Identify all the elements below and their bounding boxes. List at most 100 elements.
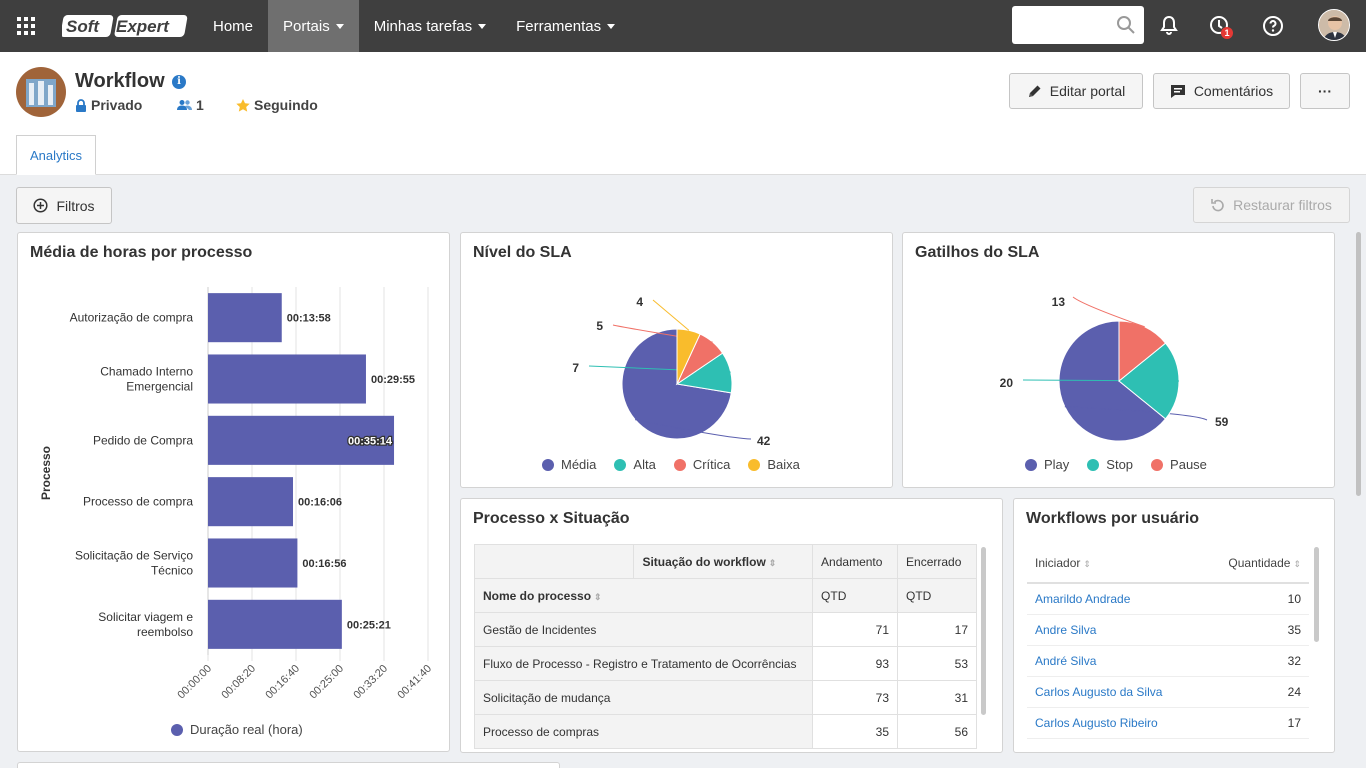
- legend-item[interactable]: Play: [1025, 457, 1069, 472]
- table-row[interactable]: Carlos Augusto da Silva 24: [1027, 676, 1309, 708]
- initiator-link[interactable]: Carlos Augusto da Silva: [1027, 676, 1202, 708]
- table-subheader-row: Nome do processo ⇕ QTD QTD: [473, 578, 977, 613]
- tab-analytics-label: Analytics: [29, 147, 83, 163]
- filters-button[interactable]: Filtros: [16, 187, 112, 224]
- process-name-cell: Solicitação de mudança: [473, 680, 814, 715]
- tab-analytics[interactable]: Analytics: [16, 135, 96, 175]
- table-scrollbar[interactable]: [981, 547, 986, 715]
- bar[interactable]: [208, 477, 294, 527]
- portal-header: Workflow i Privado 1 Seguindo Editar por…: [0, 52, 1366, 175]
- andamento-cell: 93: [812, 646, 899, 681]
- sla-legend: Média Alta Crítica Baixa: [542, 457, 800, 472]
- nav-my-tasks[interactable]: Minhas tarefas: [359, 0, 501, 52]
- search-icon[interactable]: [1116, 15, 1136, 35]
- legend-dot: [614, 458, 627, 471]
- user-workflows-table: Iniciador ⇕ Quantidade ⇕ Amarildo Andrade 1…: [1027, 543, 1309, 739]
- encerrado-cell: 56: [897, 714, 977, 749]
- sort-icon[interactable]: ⇕: [594, 591, 602, 602]
- activity-icon[interactable]: 1: [1208, 14, 1233, 39]
- quantity-cell: 24: [1201, 676, 1309, 708]
- bar[interactable]: [208, 293, 282, 343]
- info-icon[interactable]: i: [172, 75, 186, 89]
- lock-icon: [76, 98, 86, 112]
- legend-item[interactable]: Pause: [1151, 457, 1207, 472]
- legend-item[interactable]: Média: [542, 457, 596, 472]
- sort-icon[interactable]: ⇕: [1293, 558, 1301, 569]
- page-scrollbar[interactable]: [1356, 232, 1361, 496]
- process-name-cell: Fluxo de Processo - Registro e Tratament…: [473, 646, 814, 681]
- bar-value-label: 00:16:56: [302, 558, 346, 570]
- table-scrollbar[interactable]: [1314, 547, 1319, 642]
- initiator-link[interactable]: Carlos Augusto Ribeiro: [1027, 707, 1202, 739]
- sort-icon[interactable]: ⇕: [768, 557, 777, 568]
- edit-portal-button[interactable]: Editar portal: [1009, 73, 1143, 109]
- comments-button[interactable]: Comentários: [1153, 73, 1290, 109]
- sort-icon[interactable]: ⇕: [1083, 558, 1091, 569]
- pie-connector: [1022, 379, 1180, 382]
- search-input[interactable]: [1012, 6, 1144, 44]
- pie-value-label: 20: [1000, 376, 1014, 390]
- more-options-button[interactable]: ···: [1300, 73, 1350, 109]
- portal-icon: [16, 67, 66, 117]
- legend-item[interactable]: Duração real (hora): [171, 722, 303, 737]
- table-row[interactable]: Fluxo de Processo - Registro e Tratament…: [473, 646, 977, 681]
- nav-my-tasks-label: Minhas tarefas: [373, 17, 473, 35]
- pie-value-label: 5: [596, 319, 603, 333]
- bar[interactable]: [208, 415, 395, 465]
- x-tick-label: 00:08:20: [219, 663, 258, 702]
- chevron-down-icon: [335, 23, 344, 29]
- help-icon[interactable]: [1261, 14, 1285, 38]
- privacy-label: Privado: [91, 97, 143, 113]
- bar[interactable]: [208, 599, 342, 649]
- table-row[interactable]: André Silva 32: [1027, 645, 1309, 677]
- table-row[interactable]: Solicitação de mudança 73 31: [473, 680, 977, 715]
- legend-item[interactable]: Stop: [1087, 457, 1133, 472]
- bar-value-label: 00:35:14: [348, 435, 393, 447]
- pie-value-label: 59: [1215, 415, 1229, 429]
- table-row[interactable]: Andre Silva 35: [1027, 614, 1309, 646]
- initiator-link[interactable]: Amarildo Andrade: [1027, 583, 1202, 615]
- status-group-header[interactable]: Situação do workflow ⇕: [633, 544, 814, 579]
- empty-header-cell: [473, 544, 635, 579]
- andamento-cell: 71: [812, 612, 899, 647]
- user-avatar[interactable]: [1318, 9, 1350, 41]
- process-name-header[interactable]: Nome do processo ⇕: [473, 578, 814, 613]
- restore-filters-button[interactable]: Restaurar filtros: [1193, 187, 1350, 223]
- softexpert-logo[interactable]: Soft Expert: [62, 14, 188, 38]
- legend-item[interactable]: Baixa: [748, 457, 800, 472]
- legend-label: Pause: [1170, 457, 1207, 472]
- table-row[interactable]: Amarildo Andrade 10: [1027, 583, 1309, 615]
- nav-home[interactable]: Home: [198, 0, 268, 52]
- table-row[interactable]: Gestão de Incidentes 71 17: [473, 612, 977, 647]
- legend-dot: [673, 458, 686, 471]
- nav-tools[interactable]: Ferramentas: [501, 0, 630, 52]
- main-nav: Home Portais Minhas tarefas Ferramentas: [198, 0, 630, 52]
- x-tick-label: 00:25:00: [307, 663, 346, 702]
- bar[interactable]: [208, 538, 298, 588]
- qtd-label: QTD: [906, 588, 932, 603]
- table-row[interactable]: Carlos Augusto Ribeiro 17: [1027, 707, 1309, 739]
- undo-icon: [1211, 199, 1224, 212]
- members-count[interactable]: 1: [177, 97, 204, 113]
- legend-dot: [171, 723, 183, 736]
- bar[interactable]: [208, 354, 366, 404]
- legend-item[interactable]: Crítica: [673, 457, 730, 472]
- category-label: Processo de compra: [83, 495, 193, 509]
- nav-tools-label: Ferramentas: [516, 17, 602, 35]
- pencil-icon: [1028, 85, 1041, 97]
- apps-menu-icon[interactable]: [0, 0, 52, 52]
- quantity-header[interactable]: Quantidade ⇕: [1201, 543, 1309, 584]
- initiator-link[interactable]: Andre Silva: [1027, 614, 1202, 646]
- table-header-row: Iniciador ⇕ Quantidade ⇕: [1027, 543, 1309, 584]
- bell-icon[interactable]: [1157, 14, 1181, 38]
- following-status[interactable]: Seguindo: [236, 97, 318, 113]
- triggers-chart-title: Gatilhos do SLA: [915, 244, 1040, 261]
- members-label: 1: [196, 97, 204, 113]
- initiator-link[interactable]: André Silva: [1027, 645, 1202, 677]
- initiator-header[interactable]: Iniciador ⇕: [1027, 543, 1202, 584]
- legend-item[interactable]: Alta: [614, 457, 656, 472]
- table-row[interactable]: Processo de compras 35 56: [473, 714, 977, 749]
- nav-portals[interactable]: Portais: [268, 0, 359, 52]
- table-header-row: Situação do workflow ⇕ Andamento Encerrad…: [473, 544, 977, 579]
- pie-value-label: 4: [636, 295, 643, 309]
